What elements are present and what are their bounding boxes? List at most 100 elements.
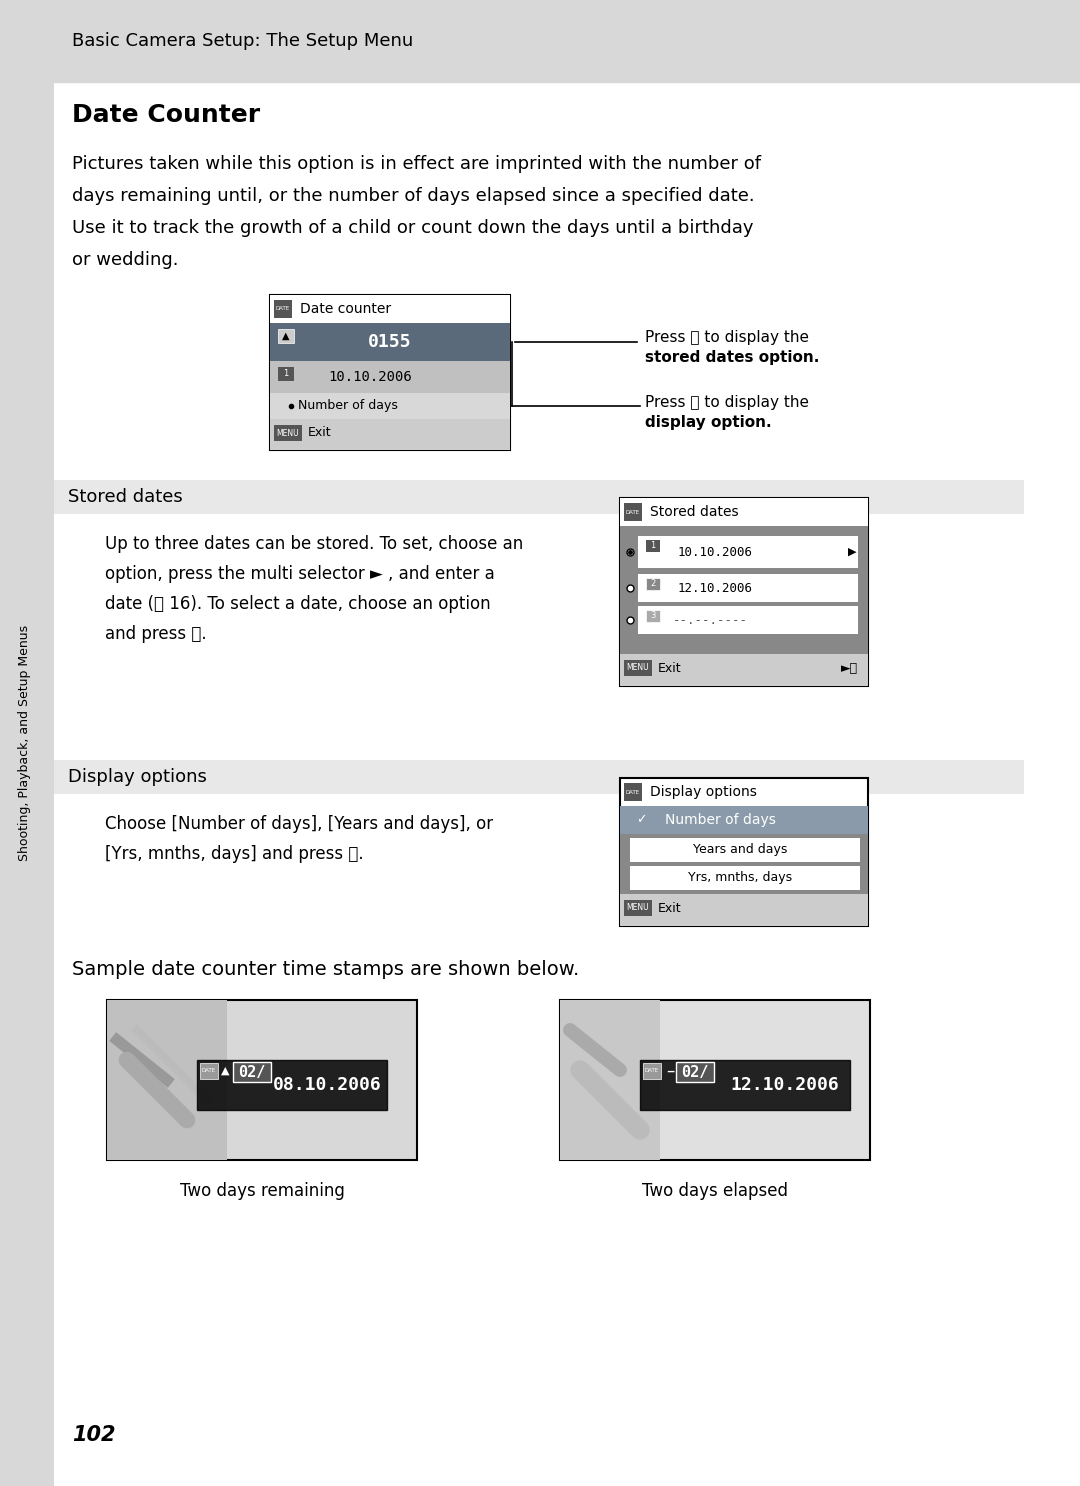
- Bar: [676, 1062, 714, 1082]
- Text: Exit: Exit: [658, 661, 681, 675]
- Bar: [197, 1060, 387, 1110]
- Text: and press ⓞ.: and press ⓞ.: [105, 626, 206, 643]
- Text: Exit: Exit: [658, 902, 681, 914]
- Text: stored dates option.: stored dates option.: [645, 351, 820, 366]
- Text: Two days elapsed: Two days elapsed: [642, 1181, 788, 1201]
- Text: ✓: ✓: [636, 813, 647, 826]
- Bar: [624, 660, 652, 676]
- Text: Number of days: Number of days: [298, 400, 397, 413]
- Bar: [646, 539, 660, 551]
- Text: DATE: DATE: [645, 1068, 659, 1073]
- Bar: [638, 574, 858, 602]
- Bar: [200, 1062, 218, 1079]
- Text: 02/: 02/: [681, 1064, 708, 1079]
- Text: Date counter: Date counter: [300, 302, 391, 317]
- Bar: [638, 606, 858, 635]
- Bar: [643, 1062, 661, 1079]
- Bar: [270, 419, 510, 450]
- Text: Basic Camera Setup: The Setup Menu: Basic Camera Setup: The Setup Menu: [72, 33, 414, 51]
- Text: Shooting, Playback, and Setup Menus: Shooting, Playback, and Setup Menus: [17, 626, 31, 860]
- Bar: [274, 425, 302, 441]
- Text: MENU: MENU: [626, 903, 649, 912]
- Text: DATE: DATE: [626, 510, 640, 514]
- Text: Display options: Display options: [650, 785, 757, 799]
- Bar: [270, 361, 510, 392]
- Text: Date Counter: Date Counter: [72, 103, 260, 126]
- Bar: [620, 654, 868, 687]
- Text: DATE: DATE: [626, 789, 640, 795]
- Bar: [54, 480, 1024, 514]
- Text: Up to three dates can be stored. To set, choose an: Up to three dates can be stored. To set,…: [105, 535, 523, 553]
- Text: or wedding.: or wedding.: [72, 251, 178, 269]
- Text: 0155: 0155: [368, 333, 411, 351]
- Text: Stored dates: Stored dates: [68, 487, 183, 507]
- Text: 12.10.2006: 12.10.2006: [677, 581, 753, 594]
- Text: DATE: DATE: [202, 1068, 216, 1073]
- Text: ►ⓞ: ►ⓞ: [841, 661, 859, 675]
- Text: ▲: ▲: [282, 331, 289, 340]
- Bar: [233, 1062, 271, 1082]
- Bar: [274, 300, 292, 318]
- Text: Yrs, mnths, days: Yrs, mnths, days: [688, 871, 792, 884]
- Text: [Yrs, mnths, days] and press ⓞ.: [Yrs, mnths, days] and press ⓞ.: [105, 846, 364, 863]
- Text: Choose [Number of days], [Years and days], or: Choose [Number of days], [Years and days…: [105, 814, 494, 834]
- Text: display option.: display option.: [645, 415, 771, 429]
- Bar: [0, 0, 1080, 82]
- Text: 2: 2: [650, 580, 656, 588]
- Bar: [620, 498, 868, 687]
- Bar: [620, 895, 868, 926]
- Text: Number of days: Number of days: [664, 813, 775, 828]
- Bar: [107, 1000, 227, 1161]
- Bar: [620, 498, 868, 526]
- Bar: [54, 759, 1024, 794]
- Bar: [620, 779, 868, 926]
- Bar: [620, 805, 868, 834]
- Bar: [624, 901, 652, 915]
- Text: 1: 1: [283, 370, 288, 379]
- Bar: [624, 502, 642, 522]
- Text: Stored dates: Stored dates: [650, 505, 739, 519]
- Text: MENU: MENU: [276, 428, 299, 437]
- Bar: [640, 1060, 850, 1110]
- Bar: [270, 296, 510, 322]
- Bar: [270, 296, 510, 450]
- Text: Sample date counter time stamps are shown below.: Sample date counter time stamps are show…: [72, 960, 579, 979]
- Text: Exit: Exit: [308, 426, 332, 440]
- Bar: [630, 866, 860, 890]
- Text: Pictures taken while this option is in effect are imprinted with the number of: Pictures taken while this option is in e…: [72, 155, 761, 172]
- Text: Use it to track the growth of a child or count down the days until a birthday: Use it to track the growth of a child or…: [72, 218, 754, 236]
- Text: DATE: DATE: [275, 306, 291, 312]
- Text: 02/: 02/: [239, 1064, 266, 1079]
- Text: 10.10.2006: 10.10.2006: [677, 545, 753, 559]
- Bar: [0, 82, 54, 1486]
- Bar: [561, 1000, 870, 1161]
- Text: Press ⓞ to display the: Press ⓞ to display the: [645, 330, 809, 345]
- Text: --.--.----: --.--.----: [673, 614, 747, 627]
- Bar: [638, 536, 858, 568]
- Bar: [270, 392, 510, 419]
- Text: –: –: [665, 1062, 674, 1080]
- Text: option, press the multi selector ► , and enter a: option, press the multi selector ► , and…: [105, 565, 495, 583]
- Text: 08.10.2006: 08.10.2006: [272, 1076, 381, 1094]
- Bar: [278, 328, 294, 343]
- Text: Two days remaining: Two days remaining: [179, 1181, 345, 1201]
- Bar: [624, 783, 642, 801]
- Text: 102: 102: [72, 1425, 116, 1444]
- Text: ▲: ▲: [220, 1065, 229, 1076]
- Bar: [270, 322, 510, 361]
- Text: MENU: MENU: [626, 664, 649, 673]
- Bar: [620, 805, 868, 895]
- Bar: [630, 838, 860, 862]
- Bar: [646, 578, 660, 590]
- Text: Years and days: Years and days: [692, 844, 787, 856]
- Bar: [561, 1000, 660, 1161]
- Text: Press ⓞ to display the: Press ⓞ to display the: [645, 395, 809, 410]
- Bar: [646, 609, 660, 623]
- Text: 12.10.2006: 12.10.2006: [731, 1076, 839, 1094]
- Bar: [278, 367, 294, 380]
- Text: date (ⓧ 16). To select a date, choose an option: date (ⓧ 16). To select a date, choose an…: [105, 594, 490, 614]
- Text: 3: 3: [650, 612, 656, 621]
- Text: Display options: Display options: [68, 768, 207, 786]
- Bar: [107, 1000, 417, 1161]
- Text: 1: 1: [650, 541, 656, 550]
